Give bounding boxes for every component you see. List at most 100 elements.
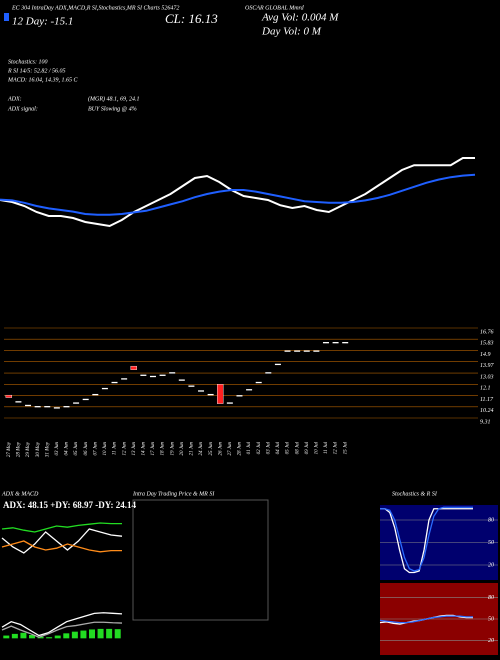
x-tick-label: 20 Jun (180, 442, 185, 456)
x-tick-label: 06 Jun (84, 442, 89, 456)
candle (140, 374, 147, 376)
candle (246, 389, 253, 391)
y-tick-label: 14.9 (480, 351, 491, 358)
bar (71, 631, 78, 639)
bar (29, 635, 35, 639)
x-tick-label: 31 May (45, 441, 50, 457)
x-tick-label: 28 Jun (238, 442, 243, 456)
header-line: EC 304 IntraDay ADX,MACD,R SI,Stochastic… (11, 4, 179, 11)
series-line (0, 157, 475, 228)
panel-border (132, 499, 269, 621)
y-tick-label: 20 (488, 638, 494, 644)
candle (322, 342, 329, 344)
series-line (1, 522, 122, 533)
company: OSCAR GLOBAL Mmrd (245, 5, 305, 11)
y-tick-label: 50 (488, 616, 494, 622)
candle (274, 363, 281, 366)
adx-values: (MGR) 48.1, 69, 24.1 (88, 95, 140, 102)
candle (226, 402, 233, 404)
close: CL: 16.13 (165, 11, 218, 26)
candle (198, 390, 205, 392)
x-tick-label: 05 Jun (74, 442, 79, 456)
x-tick-label: 28 May (17, 441, 22, 457)
avg-vol: Avg Vol: 0.004 M (261, 12, 339, 24)
y-tick-label: 80 (488, 517, 494, 523)
x-tick-label: 03 Jun (55, 442, 60, 456)
y-tick-label: 13.03 (480, 374, 494, 380)
bar (37, 636, 44, 639)
panel-title: Intra Day Trading Price & MR SI (132, 491, 215, 497)
x-tick-label: 15 Jul (343, 441, 348, 454)
panel-title: ADX & MACD (1, 491, 39, 497)
x-tick-label: 11 Jul (324, 441, 329, 454)
candle (15, 401, 22, 403)
day-vol: Day Vol: 0 M (261, 26, 322, 38)
x-tick-label: 25 Jun (209, 442, 214, 456)
rsi: R SI 14/5: 52.82 / 56.05 (7, 67, 66, 74)
x-tick-label: 21 Jun (190, 442, 195, 456)
bar (63, 633, 70, 639)
candle (332, 342, 339, 344)
adx-signal: BUY Slowing @ 4% (88, 105, 137, 112)
x-tick-label: 09 Jul (305, 441, 310, 454)
candle (63, 406, 70, 408)
y-tick-label: 9.31 (480, 419, 491, 425)
candle (25, 404, 32, 407)
x-tick-label: 29 May (26, 441, 31, 457)
x-tick-label: 24 Jun (199, 442, 204, 456)
candle (207, 393, 214, 396)
adx-label: ADX: (7, 96, 22, 102)
candle (73, 402, 80, 404)
icon (4, 13, 9, 21)
x-tick-label: 13 Jun (132, 442, 137, 456)
bar (11, 633, 18, 639)
x-tick-label: 26 Jun (218, 442, 223, 456)
candle (284, 350, 291, 352)
x-tick-label: 01 Jul (247, 441, 252, 454)
candle (188, 385, 195, 387)
adx-signal-label: ADX signal: (7, 106, 38, 112)
stochastics: Stochastics: 100 (8, 59, 48, 65)
y-tick-label: 20 (488, 562, 494, 568)
candle (236, 395, 243, 397)
bar (80, 630, 87, 639)
y-tick-label: 16.76 (480, 329, 494, 335)
series-line (1, 612, 123, 637)
y-tick-label: 12.1 (480, 386, 491, 392)
candle (265, 372, 272, 374)
series-line (380, 506, 473, 572)
x-tick-label: 27 May (7, 441, 12, 457)
panel-title: Stochastics & R SI (392, 491, 438, 497)
candle (82, 398, 89, 401)
candle (342, 342, 349, 344)
bar (46, 637, 53, 639)
y-tick-label: 13.97 (480, 363, 495, 369)
x-tick-label: 02 Jul (257, 441, 262, 454)
candle (159, 374, 166, 376)
candle (255, 381, 262, 384)
y-tick-label: 80 (488, 595, 494, 601)
x-tick-label: 17 Jun (151, 442, 156, 456)
candle (303, 350, 310, 352)
panel-subtitle: ADX: 48.15 +DY: 68.97 -DY: 24.14 (3, 500, 136, 510)
candle (92, 393, 99, 396)
x-tick-label: 18 Jun (161, 442, 166, 456)
candle (178, 379, 185, 381)
series-line (380, 508, 473, 574)
x-tick-label: 12 Jul (334, 441, 339, 454)
series-line (1, 540, 122, 553)
x-tick-label: 05 Jul (286, 441, 291, 454)
candle (44, 406, 51, 408)
candle (217, 384, 224, 404)
candle (111, 381, 118, 384)
x-tick-label: 11 Jun (113, 442, 118, 456)
x-tick-label: 10 Jul (315, 441, 320, 454)
series-line (379, 615, 473, 624)
series-line (1, 621, 123, 638)
y-tick-label: 11.17 (480, 397, 494, 403)
bar (97, 628, 104, 639)
x-tick-label: 04 Jul (276, 441, 281, 454)
bar (3, 635, 10, 639)
candle (34, 406, 41, 408)
